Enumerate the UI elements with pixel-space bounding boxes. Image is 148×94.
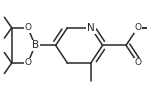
Text: B: B — [32, 40, 39, 50]
Text: O: O — [24, 58, 31, 67]
Text: N: N — [87, 23, 95, 33]
Text: O: O — [134, 58, 141, 67]
Text: O: O — [24, 23, 31, 32]
Text: O: O — [134, 23, 141, 32]
